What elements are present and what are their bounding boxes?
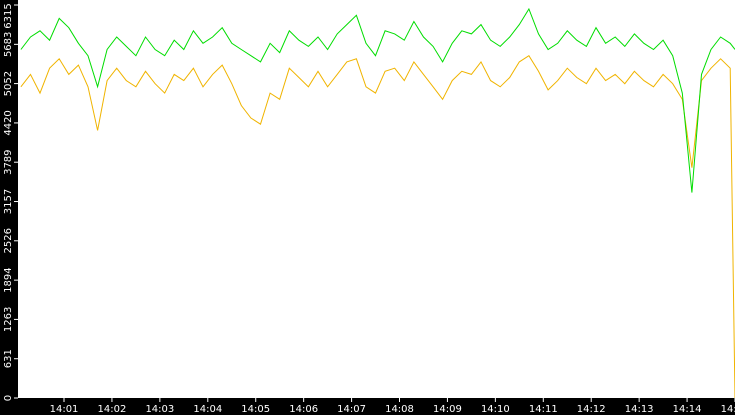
x-tick-label: 14:03	[145, 404, 174, 415]
x-tick-label: 14:10	[481, 404, 510, 415]
x-tick-label: 14:05	[241, 404, 270, 415]
x-tick-label: 14:02	[98, 404, 127, 415]
y-tick-label: 6315	[3, 3, 14, 28]
y-tick-label: 2526	[3, 228, 14, 253]
x-tick-label: 14:07	[337, 404, 366, 415]
y-tick-label: 631	[3, 349, 14, 368]
series-line	[20, 7, 735, 193]
y-tick-label: 0	[3, 395, 14, 401]
y-tick-label: 3789	[3, 149, 14, 174]
y-tick-label: 5052	[3, 71, 14, 96]
y-tick-label: 3157	[3, 189, 14, 214]
x-tick-label: 14:14	[673, 404, 702, 415]
y-tick-label: 1894	[3, 267, 14, 292]
x-tick-label: 14:08	[385, 404, 414, 415]
x-tick-label: 14:01	[50, 404, 79, 415]
x-tick-label: 14:15	[721, 404, 735, 415]
x-tick-label: 14:13	[625, 404, 654, 415]
y-tick-label: 1263	[3, 307, 14, 332]
series-line	[20, 55, 735, 399]
x-tick-label: 14:06	[289, 404, 318, 415]
x-tick-label: 14:04	[193, 404, 222, 415]
x-tick-label: 14:09	[433, 404, 462, 415]
y-tick-label: 5683	[3, 32, 14, 57]
x-tick-label: 14:11	[529, 404, 558, 415]
x-tick-label: 14:12	[577, 404, 606, 415]
plot-area	[18, 0, 735, 398]
y-tick-label: 4420	[3, 110, 14, 135]
